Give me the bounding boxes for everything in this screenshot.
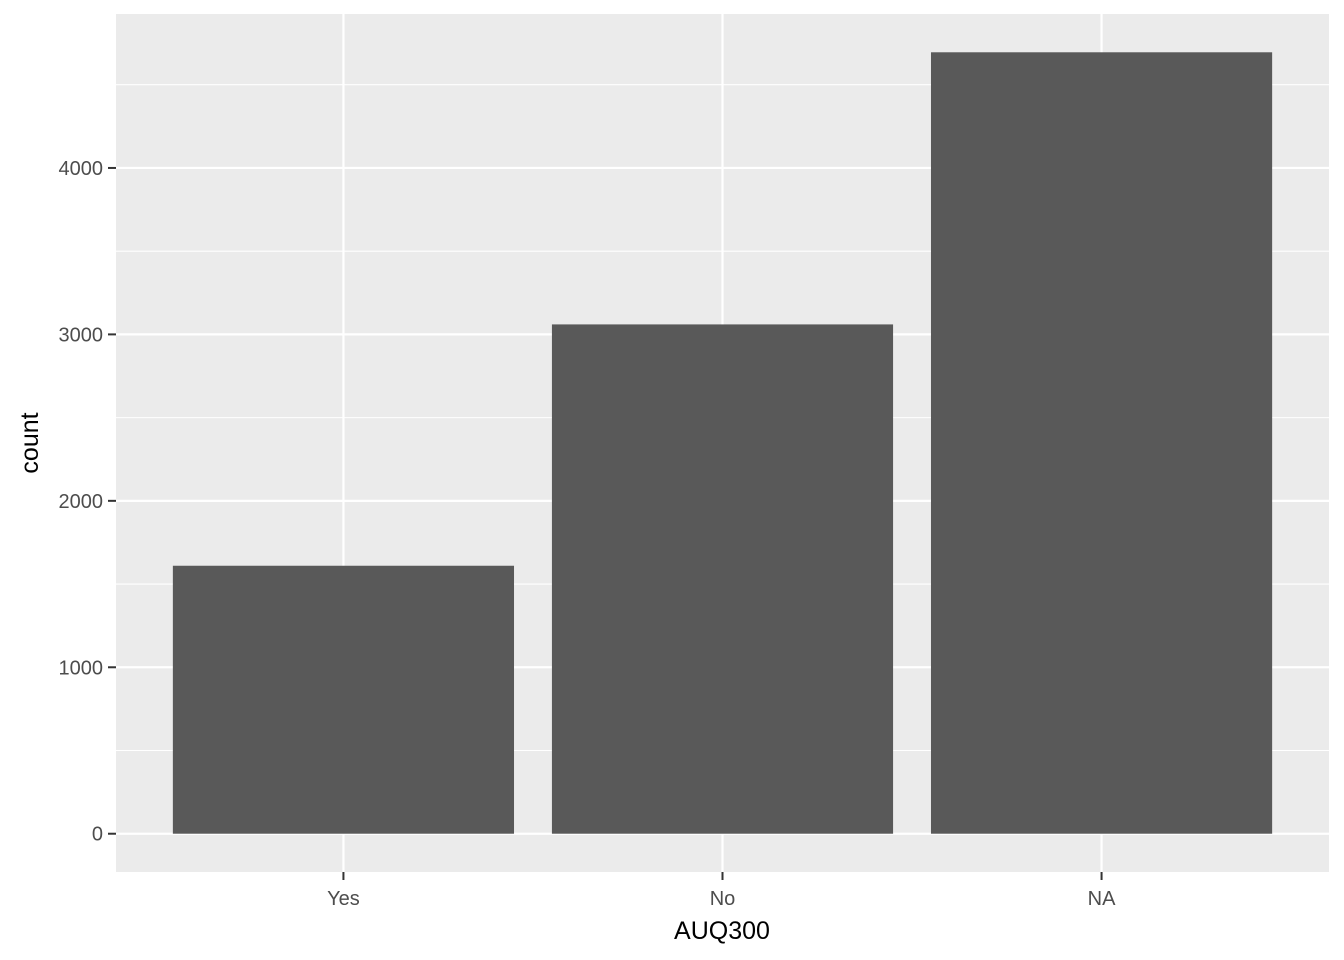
- bar-na: [930, 52, 1273, 834]
- y-tick-label: 4000: [59, 158, 104, 180]
- bar-yes: [172, 565, 515, 834]
- x-axis-ticks: Yes No NA: [327, 872, 1116, 910]
- x-tick-label: No: [710, 888, 736, 910]
- x-tick-label: NA: [1088, 888, 1116, 910]
- x-axis-title: AUQ300: [674, 917, 770, 945]
- x-tick-label: Yes: [327, 888, 360, 910]
- y-tick-label: 2000: [59, 491, 104, 513]
- y-tick-label: 3000: [59, 324, 104, 346]
- y-tick-label: 0: [92, 824, 103, 846]
- y-tick-label: 1000: [59, 657, 104, 679]
- bar-no: [551, 324, 894, 834]
- y-axis-title: count: [16, 412, 44, 473]
- bars: [172, 52, 1273, 834]
- y-axis-ticks: 0 1000 2000 3000 4000: [59, 158, 116, 846]
